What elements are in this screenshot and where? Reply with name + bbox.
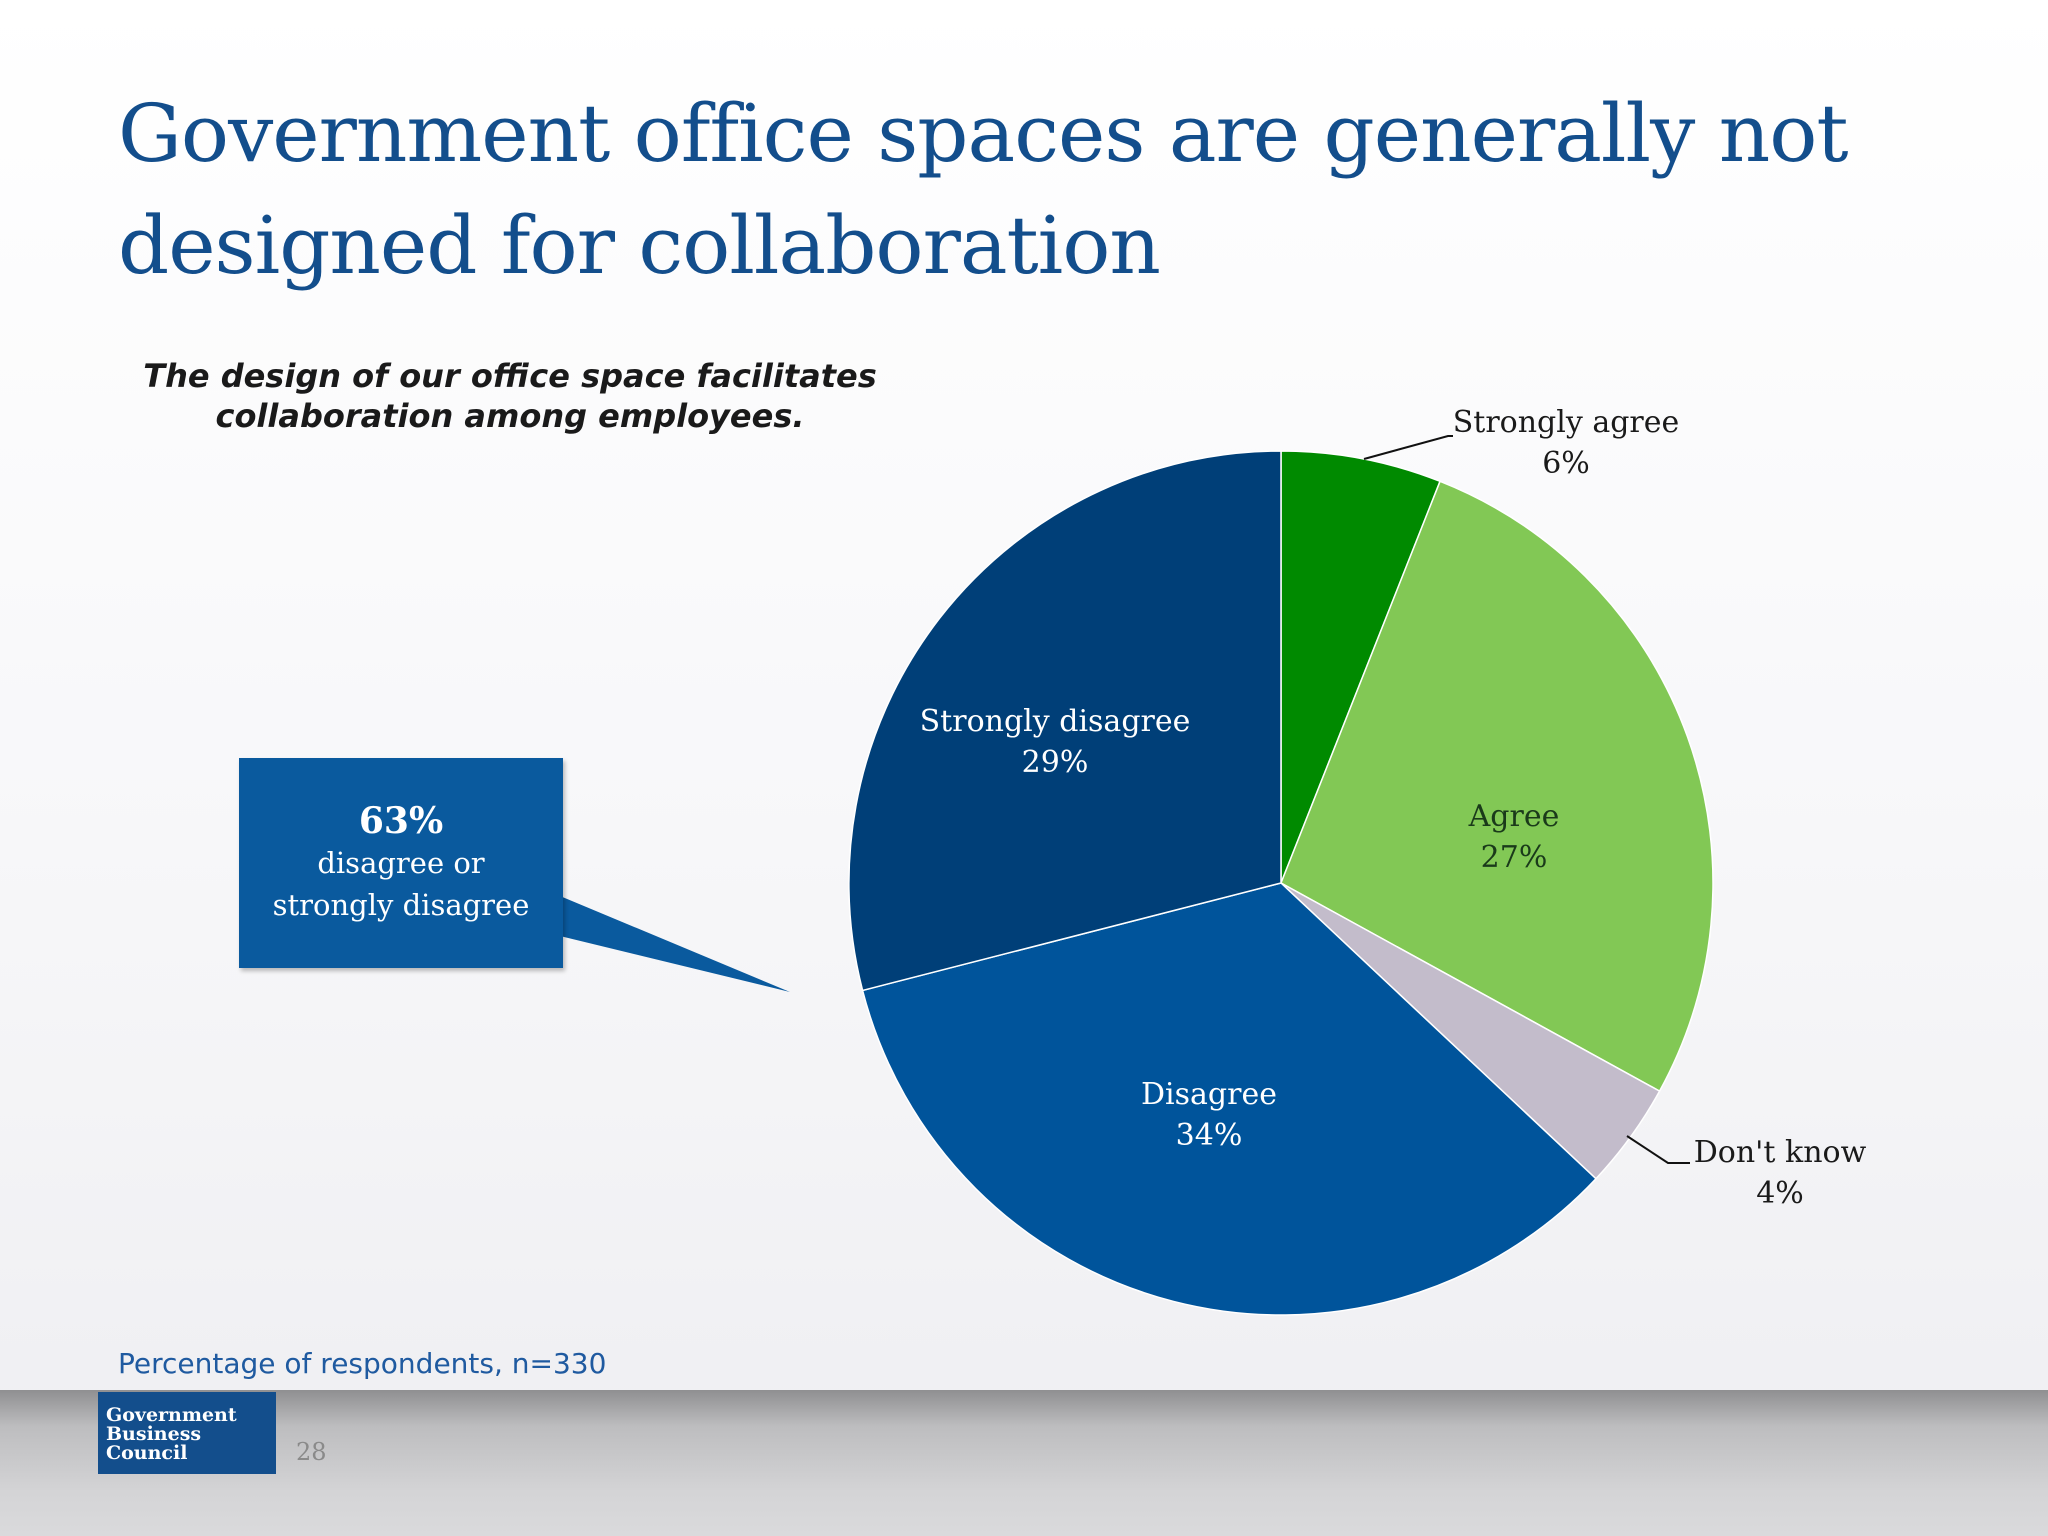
page-number: 28 bbox=[296, 1438, 327, 1466]
pie-slice-strongly-disagree bbox=[848, 450, 1282, 992]
callout-percent: 63% bbox=[358, 800, 444, 842]
footer-bar bbox=[0, 1390, 2048, 1536]
slide-title: Government office spaces are generally n… bbox=[118, 87, 1849, 292]
pie-slice-strongly-agree bbox=[1280, 450, 1442, 884]
slice-label-don-t-know: Don't know bbox=[1694, 1135, 1867, 1170]
footnote: Percentage of respondents, n=330 bbox=[118, 1347, 607, 1380]
slice-label-disagree: Disagree bbox=[1141, 1077, 1277, 1112]
slice-value-strongly-disagree: 29% bbox=[1022, 745, 1089, 780]
organization-logo: Government Business Council bbox=[98, 1392, 276, 1474]
slice-value-disagree: 34% bbox=[1176, 1118, 1243, 1153]
slice-value-agree: 27% bbox=[1481, 840, 1548, 875]
pie-slice-agree bbox=[1280, 480, 1714, 1093]
callout-line-2: strongly disagree bbox=[272, 888, 530, 922]
leader-line-strongly-agree bbox=[1363, 435, 1453, 460]
callout-line-1: disagree or bbox=[317, 846, 485, 880]
logo-line-2: Business bbox=[106, 1423, 202, 1445]
pie-slice-disagree bbox=[861, 882, 1597, 1316]
leader-line-don-t-know bbox=[1626, 1135, 1690, 1164]
slice-label-strongly-disagree: Strongly disagree bbox=[920, 704, 1191, 739]
slice-value-strongly-agree: 6% bbox=[1542, 446, 1590, 481]
slice-value-don-t-know: 4% bbox=[1756, 1176, 1804, 1211]
logo-line-3: Council bbox=[106, 1442, 188, 1464]
slice-label-strongly-agree: Strongly agree bbox=[1453, 405, 1680, 440]
callout-pointer-shape bbox=[560, 896, 790, 992]
slice-label-agree: Agree bbox=[1468, 799, 1560, 834]
summary-callout: 63% disagree or strongly disagree bbox=[239, 758, 563, 968]
logo-line-1: Government bbox=[106, 1404, 237, 1426]
survey-question: The design of our office space facilitat… bbox=[143, 357, 877, 435]
